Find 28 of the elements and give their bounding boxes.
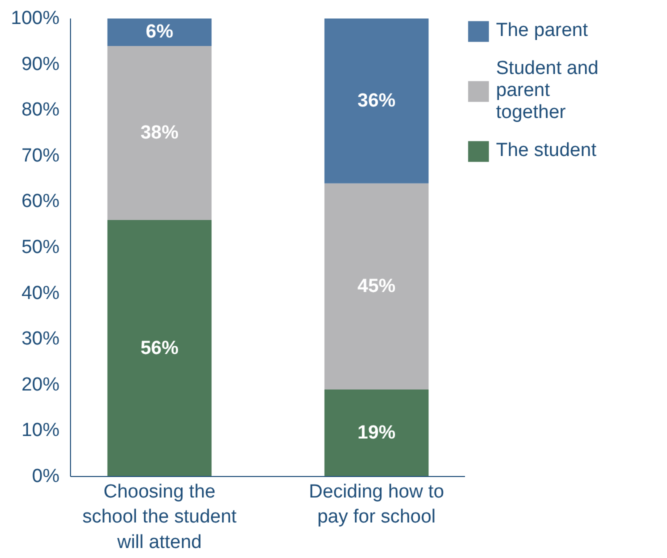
bar: [107, 220, 212, 476]
bar: [324, 389, 429, 476]
y-tick-label: 90%: [21, 54, 60, 75]
y-tick-label: 0%: [32, 466, 60, 487]
y-tick-label: 10%: [21, 420, 60, 442]
legend-label: Student and parent together: [496, 58, 598, 124]
y-tick-label: 40%: [21, 282, 60, 304]
bar: [324, 183, 429, 390]
bar: [324, 18, 429, 184]
y-tick-label: 20%: [21, 374, 60, 396]
data-label: 38%: [140, 122, 179, 144]
data-label: 19%: [358, 422, 396, 444]
bar: [107, 18, 212, 46]
legend-label: The student: [496, 140, 596, 162]
x-tick-label: Choosing the school the student will attend: [82, 482, 238, 553]
y-tick-label: 80%: [21, 100, 60, 121]
data-label: 45%: [358, 276, 396, 297]
y-tick-label: 100%: [10, 8, 60, 29]
y-tick-label: 70%: [21, 145, 60, 166]
y-tick-label: 50%: [21, 237, 60, 258]
legend-label: The parent: [496, 20, 589, 42]
y-tick-label: 60%: [21, 191, 60, 212]
x-tick-label: Deciding how to pay for school: [308, 482, 444, 528]
y-tick-label: 30%: [21, 328, 60, 350]
data-label: 36%: [358, 90, 396, 112]
bar: [107, 46, 212, 220]
data-label: 6%: [146, 22, 174, 43]
data-label: 56%: [140, 338, 179, 359]
